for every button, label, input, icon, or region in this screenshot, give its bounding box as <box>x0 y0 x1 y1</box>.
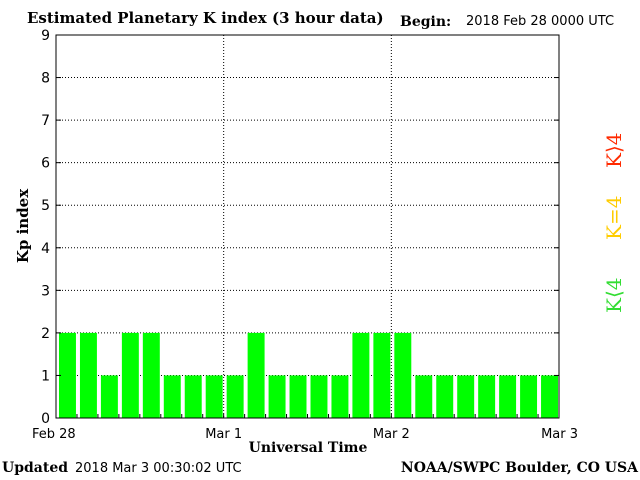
y-axis-ticks: 0 1 2 3 4 5 6 7 8 9 <box>41 28 559 427</box>
kp-bar <box>520 375 538 418</box>
x-tick-label: Feb 28 <box>32 427 76 442</box>
legend-k-equals-4: K=4 <box>602 195 626 240</box>
kp-bar <box>121 332 139 418</box>
y-tick-label: 1 <box>41 368 50 384</box>
kp-bar <box>436 375 454 418</box>
x-tick-label: Mar 1 <box>205 427 242 442</box>
kp-bar <box>268 375 286 418</box>
kp-bar <box>478 375 496 418</box>
y-tick-label: 7 <box>41 113 50 129</box>
x-tick-label: Mar 2 <box>373 427 410 442</box>
kp-bar <box>310 375 328 418</box>
begin-label: Begin: <box>400 14 452 30</box>
kp-bar <box>394 332 412 418</box>
y-tick-label: 5 <box>41 198 50 214</box>
kp-bar <box>541 375 558 418</box>
x-axis-ticks: Feb 28 Mar 1 Mar 2 Mar 3 <box>32 414 578 442</box>
chart-bars <box>59 332 558 418</box>
y-tick-label: 0 <box>41 411 50 427</box>
x-axis-label: Universal Time <box>249 440 368 456</box>
kp-bar <box>352 332 370 418</box>
chart-title: Estimated Planetary K index (3 hour data… <box>27 9 384 27</box>
updated-label: Updated <box>2 460 69 476</box>
x-tick-label: Mar 3 <box>541 427 578 442</box>
kp-bar <box>331 375 349 418</box>
kp-bar <box>100 375 118 418</box>
data-source: NOAA/SWPC Boulder, CO USA <box>400 460 638 476</box>
kp-bar <box>415 375 433 418</box>
kp-bar <box>142 332 160 418</box>
kp-bar <box>184 375 202 418</box>
y-tick-label: 4 <box>41 241 50 257</box>
kp-bar <box>373 332 391 418</box>
y-tick-label: 6 <box>41 156 50 172</box>
updated-time: 2018 Mar 3 00:30:02 UTC <box>75 461 242 476</box>
y-tick-label: 9 <box>41 28 50 44</box>
legend-k-above-4: K⟩4 <box>602 132 626 168</box>
kp-bar <box>226 375 244 418</box>
kp-bar <box>499 375 517 418</box>
kp-bar <box>163 375 181 418</box>
y-tick-label: 2 <box>41 326 50 342</box>
y-axis-label: Kp index <box>14 188 32 263</box>
y-tick-label: 3 <box>41 283 50 299</box>
y-tick-label: 8 <box>41 71 50 87</box>
kp-bar <box>289 375 307 418</box>
chart-grid <box>56 35 559 418</box>
kp-bar <box>457 375 475 418</box>
kp-bar <box>79 332 97 418</box>
legend-k-below-4: K⟨4 <box>602 277 626 313</box>
kp-bar <box>59 332 76 418</box>
begin-date: 2018 Feb 28 0000 UTC <box>466 14 615 29</box>
kp-bar <box>247 332 265 418</box>
kp-bar <box>205 375 223 418</box>
